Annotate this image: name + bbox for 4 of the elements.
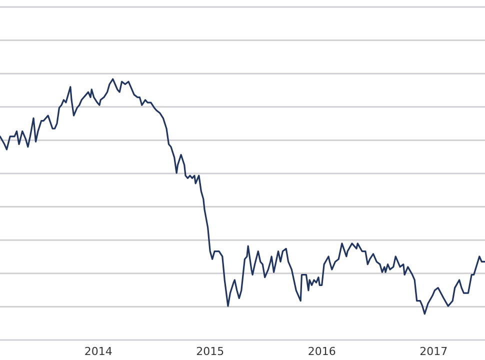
x-tick-label: 2015 [196, 345, 224, 358]
x-tick-label: 2017 [420, 345, 448, 358]
x-tick-label: 2016 [308, 345, 336, 358]
x-tick-label: 2014 [84, 345, 112, 358]
